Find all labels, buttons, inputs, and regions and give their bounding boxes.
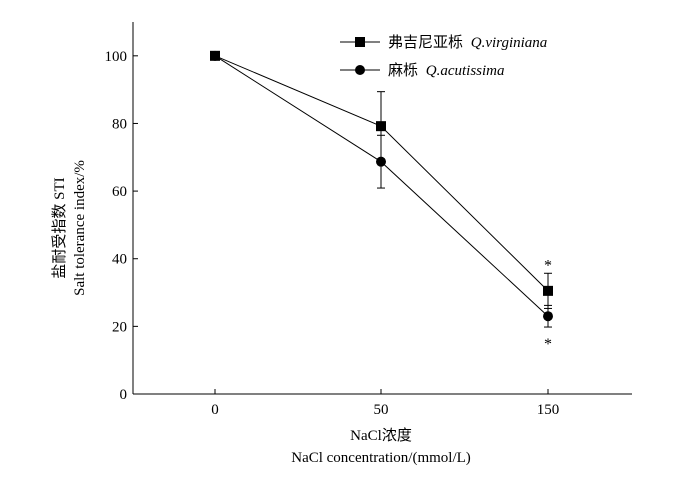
y-axis-title-zh: 盐耐受指数 STI (51, 177, 68, 278)
significance-mark: * (544, 257, 552, 274)
data-point (543, 311, 553, 322)
legend-label-virginiana-zh: 弗吉尼亚栎 (388, 34, 463, 51)
y-ticks: 0 20 40 60 80 100 (105, 49, 138, 403)
x-axis-title-zh: NaCl浓度 (350, 427, 412, 444)
data-point (376, 156, 386, 167)
x-tick-label: 150 (537, 402, 560, 418)
y-axis-title-en: Salt tolerance index/% (72, 160, 88, 296)
data-point (543, 285, 553, 296)
series-group: ** (210, 50, 553, 353)
y-tick-label: 80 (112, 116, 127, 132)
svg-text:麻栎 Q.acutissima: 麻栎 Q.acutissima (388, 62, 505, 79)
y-tick-label: 100 (105, 49, 128, 65)
legend-item-virginiana: 弗吉尼亚栎 Q.virginiana (340, 34, 547, 51)
svg-text:弗吉尼亚栎 Q.virginiana: 弗吉尼亚栎 Q.virginiana (388, 34, 547, 51)
legend-label-acutissima-zh: 麻栎 (388, 62, 418, 79)
y-tick-label: 60 (112, 184, 127, 200)
x-axis-title-en: NaCl concentration/(mmol/L) (291, 450, 471, 466)
significance-mark: * (544, 336, 552, 353)
data-point (210, 50, 220, 61)
y-tick-label: 20 (112, 319, 127, 335)
legend-label-virginiana-latin: Q.virginiana (471, 35, 548, 51)
y-tick-label: 0 (120, 387, 128, 403)
axes (132, 22, 632, 395)
legend-item-acutissima: 麻栎 Q.acutissima (340, 62, 505, 79)
legend-label-acutissima-latin: Q.acutissima (426, 63, 505, 79)
x-ticks: 0 50 150 (211, 389, 559, 418)
x-tick-label: 0 (211, 402, 219, 418)
x-tick-label: 50 (374, 402, 389, 418)
data-point (376, 121, 386, 132)
series-acutissima: * (210, 50, 553, 353)
legend: 弗吉尼亚栎 Q.virginiana 麻栎 Q.acutissima (340, 34, 547, 79)
y-tick-label: 40 (112, 252, 127, 268)
